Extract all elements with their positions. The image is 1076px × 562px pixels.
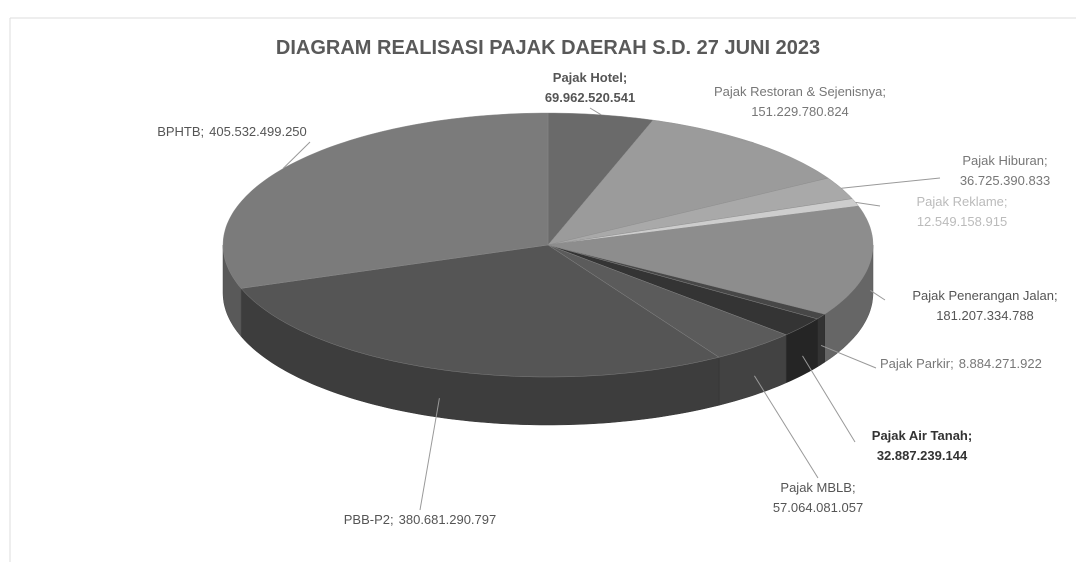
slice: [547, 244, 818, 336]
label-value: 181.207.334.788: [936, 308, 1034, 323]
label-category: Pajak Hotel: [553, 70, 623, 85]
label-category: BPHTB: [157, 124, 200, 139]
label-category: Pajak Air Tanah: [872, 428, 968, 443]
chart-title: DIAGRAM REALISASI PAJAK DAERAH S.D. 27 J…: [276, 37, 820, 59]
label-separator: ;: [852, 480, 856, 495]
label-value: 405.532.499.250: [209, 124, 307, 139]
data-label: BPHTB; 405.532.499.250: [157, 124, 307, 139]
leader-line: [721, 135, 754, 144]
label-separator: ;: [950, 356, 954, 371]
label-value: 36.725.390.833: [960, 173, 1050, 188]
label-separator: ;: [1044, 153, 1048, 168]
data-label: PBB-P2; 380.681.290.797: [344, 512, 496, 527]
data-label: Pajak Parkir; 8.884.271.922: [880, 356, 1042, 371]
label-category: PBB-P2: [344, 512, 390, 527]
pie-tops: [222, 112, 874, 378]
data-label: Pajak Penerangan Jalan; 181.207.334.788: [912, 288, 1057, 323]
leader-line: [802, 355, 856, 443]
slice: [547, 205, 874, 315]
slice: [240, 244, 720, 378]
label-value: 32.887.239.144: [877, 448, 968, 463]
label-separator: ;: [1004, 194, 1008, 209]
label-value: 57.064.081.057: [773, 500, 863, 515]
label-separator: ;: [201, 124, 205, 139]
label-separator: ;: [623, 70, 627, 85]
label-value: 380.681.290.797: [399, 512, 497, 527]
slice: [547, 177, 853, 246]
label-category: Pajak MBLB: [780, 480, 852, 495]
slice-side: [817, 313, 825, 368]
data-label: Pajak Air Tanah; 32.887.239.144: [872, 428, 972, 463]
label-separator: ;: [968, 428, 972, 443]
pie-sides: [222, 244, 874, 426]
label-separator: ;: [882, 84, 886, 99]
label-value: 151.229.780.824: [751, 104, 849, 119]
label-category: Pajak Hiburan: [962, 153, 1044, 168]
slice: [547, 244, 787, 358]
label-category: Pajak Penerangan Jalan: [912, 288, 1054, 303]
label-value: 12.549.158.915: [917, 214, 1007, 229]
leader-line: [282, 141, 311, 169]
leader-line: [419, 398, 440, 511]
data-label: Pajak Hotel; 69.962.520.541: [545, 70, 635, 105]
leader-line: [820, 344, 877, 369]
pie-labels: Pajak Hotel; 69.962.520.541 Pajak Restoran…: [157, 70, 1057, 527]
label-category: Pajak Restoran & Sejenisnya: [714, 84, 883, 99]
label-separator: ;: [390, 512, 394, 527]
data-label: Pajak Restoran & Sejenisnya; 151.229.780.…: [714, 84, 886, 119]
label-separator: ;: [1054, 288, 1058, 303]
data-label: Pajak MBLB; 57.064.081.057: [773, 480, 863, 515]
leader-line: [870, 289, 886, 301]
label-value: 8.884.271.922: [959, 356, 1042, 371]
leader-line: [753, 375, 819, 479]
label-value: 69.962.520.541: [545, 90, 635, 105]
leader-line: [855, 201, 881, 207]
label-category: Pajak Parkir: [880, 356, 951, 371]
data-label: Pajak Reklame; 12.549.158.915: [916, 194, 1007, 229]
leader-line: [841, 177, 941, 189]
leader-line: [589, 107, 602, 116]
data-label: Pajak Hiburan; 36.725.390.833: [960, 153, 1050, 188]
label-category: Pajak Reklame: [916, 194, 1003, 209]
